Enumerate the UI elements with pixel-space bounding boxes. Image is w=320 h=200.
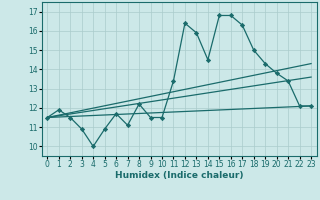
X-axis label: Humidex (Indice chaleur): Humidex (Indice chaleur): [115, 171, 244, 180]
